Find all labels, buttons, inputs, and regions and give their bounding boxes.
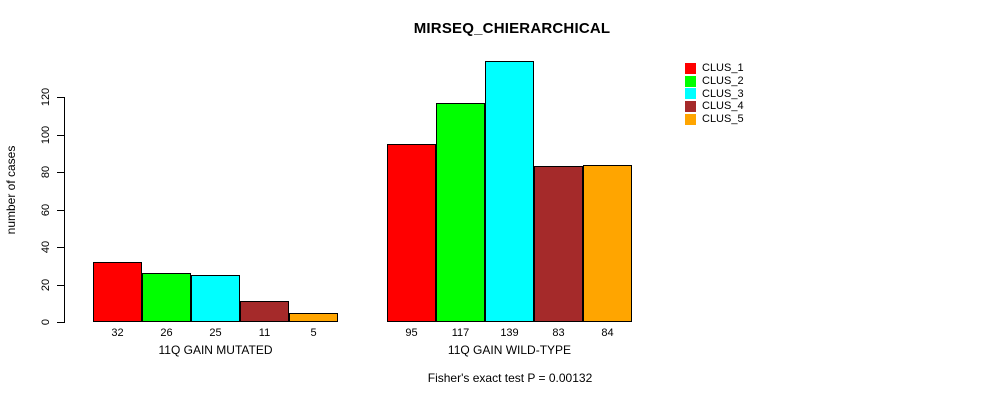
bar-clus_1-group1 [93, 262, 142, 322]
bar-clus_2-group1 [142, 273, 191, 322]
bar-value-label: 26 [160, 327, 173, 339]
legend-label: CLUS_1 [702, 62, 744, 75]
footnote: Fisher's exact test P = 0.00132 [427, 371, 593, 385]
bar-clus_3-group2 [485, 61, 534, 322]
legend-label: CLUS_4 [702, 100, 744, 113]
bar-clus_1-group2 [387, 143, 436, 322]
legend-item: CLUS_2 [685, 75, 744, 88]
legend-swatch [685, 75, 696, 87]
x-group-label: 11Q GAIN MUTATED [158, 343, 273, 357]
bar-value-label: 32 [111, 327, 124, 339]
bar-value-label: 11 [258, 327, 271, 339]
legend-label: CLUS_3 [702, 87, 744, 100]
y-tick [57, 97, 64, 98]
legend-swatch [685, 62, 696, 74]
bar-clus_5-group1 [289, 312, 338, 322]
legend-swatch [685, 88, 696, 100]
legend-item: CLUS_5 [685, 113, 744, 126]
y-tick [57, 322, 64, 323]
legend-item: CLUS_4 [685, 100, 744, 113]
y-tick [57, 134, 64, 136]
bar-clus_4-group2 [534, 166, 583, 322]
bar-clus_2-group2 [436, 102, 485, 322]
legend-swatch [685, 100, 696, 112]
y-axis-line [64, 97, 65, 323]
legend-label: CLUS_2 [702, 75, 744, 88]
y-tick [57, 247, 64, 248]
bar-value-label: 25 [209, 327, 222, 339]
bar-clus_3-group1 [191, 275, 240, 322]
bar-value-label: 95 [405, 327, 418, 339]
bar-value-label: 84 [601, 327, 614, 339]
bar-value-label: 5 [310, 327, 317, 339]
chart-title: MIRSEQ_CHIERARCHICAL [413, 20, 611, 37]
legend: CLUS_1 CLUS_2 CLUS_3 CLUS_4 CLUS_5 [685, 62, 744, 125]
bar-value-label: 139 [500, 327, 519, 339]
bar-clus_4-group1 [240, 301, 289, 322]
y-tick [57, 284, 64, 286]
legend-item: CLUS_3 [685, 87, 744, 100]
legend-item: CLUS_1 [685, 62, 744, 75]
bar-value-label: 117 [451, 327, 470, 339]
bar-value-label: 83 [552, 327, 565, 339]
legend-label: CLUS_5 [702, 113, 744, 126]
legend-swatch [685, 113, 696, 125]
x-group-label: 11Q GAIN WILD-TYPE [447, 343, 572, 357]
bar-clus_5-group2 [583, 164, 632, 322]
y-tick [57, 172, 64, 173]
y-tick [57, 209, 64, 211]
